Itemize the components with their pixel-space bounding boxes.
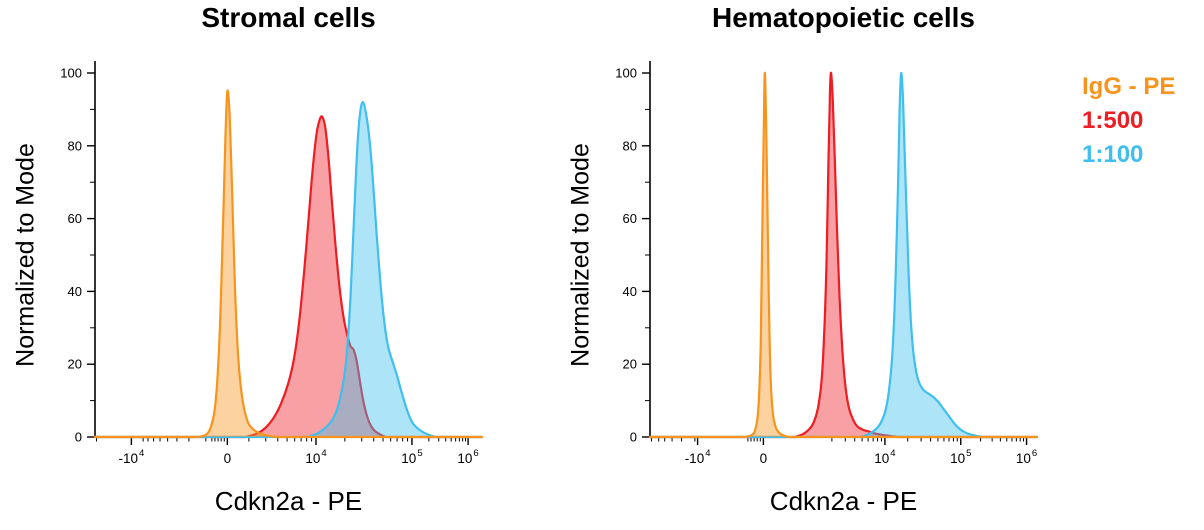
legend-item-1-100: 1:100 xyxy=(1082,141,1144,168)
series-line-1-100 xyxy=(93,101,484,439)
chart-title: Stromal cells xyxy=(201,2,376,33)
x-tick-label: 0 xyxy=(224,451,232,466)
y-tick-label: 100 xyxy=(60,66,82,81)
series-line-1-500 xyxy=(648,71,1039,439)
chart-hematopoietic-cells: Hematopoietic cells Normalized to Mode 0… xyxy=(555,0,1075,530)
x-tick-label: -104 xyxy=(118,448,144,466)
x-tick-label: 105 xyxy=(401,448,422,466)
legend-item-igg-pe: IgG - PE xyxy=(1082,73,1176,100)
y-tick-label: 0 xyxy=(630,430,637,445)
x-tick-label: 0 xyxy=(760,451,768,466)
chart-title: Hematopoietic cells xyxy=(712,2,975,33)
series-fill-1-500 xyxy=(650,72,1037,438)
x-tick-label: -104 xyxy=(685,448,711,466)
x-tick-label: 106 xyxy=(457,448,478,466)
x-axis-label: Cdkn2a - PE xyxy=(214,486,363,516)
y-tick-label: 20 xyxy=(623,357,637,372)
legend-item-1-500: 1:500 xyxy=(1082,107,1144,134)
x-axis-label: Cdkn2a - PE xyxy=(769,486,918,516)
series-line-1-100 xyxy=(648,71,1039,439)
series-line-1-500 xyxy=(93,115,484,439)
x-axis-ticks: -104 0 104 105 106 xyxy=(96,437,479,466)
y-tick-label: 0 xyxy=(75,430,82,445)
histogram-plot-stromal: 0 20 40 60 80 100 -104 0 104 105 106 xyxy=(60,61,484,466)
y-tick-label: 40 xyxy=(623,284,637,299)
y-tick-label: 20 xyxy=(68,357,82,372)
series-fill-1-100 xyxy=(95,102,482,437)
x-axis-ticks: -104 0 104 105 106 xyxy=(651,437,1037,466)
y-tick-label: 40 xyxy=(68,284,82,299)
series-line-igg-pe xyxy=(93,89,484,439)
legend: IgG - PE 1:500 1:100 xyxy=(1082,70,1175,172)
y-axis-ticks: 0 20 40 60 80 100 xyxy=(60,66,95,445)
y-axis-ticks: 0 20 40 60 80 100 xyxy=(615,66,650,445)
x-tick-label: 105 xyxy=(950,448,971,466)
x-tick-label: 104 xyxy=(874,448,895,466)
series-line-igg-pe xyxy=(648,71,1039,439)
y-tick-label: 80 xyxy=(68,138,82,153)
series-fill-1-500 xyxy=(95,116,482,437)
chart-stromal-cells: Stromal cells Normalized to Mode 0 20 40 60… xyxy=(0,0,520,530)
x-tick-label: 104 xyxy=(305,448,326,466)
y-tick-label: 60 xyxy=(623,211,637,226)
y-tick-label: 60 xyxy=(68,211,82,226)
x-tick-label: 106 xyxy=(1016,448,1037,466)
histogram-plot-hematopoietic: 0 20 40 60 80 100 -104 0 104 105 106 xyxy=(615,61,1039,466)
y-tick-label: 100 xyxy=(615,66,637,81)
y-tick-label: 80 xyxy=(623,138,637,153)
